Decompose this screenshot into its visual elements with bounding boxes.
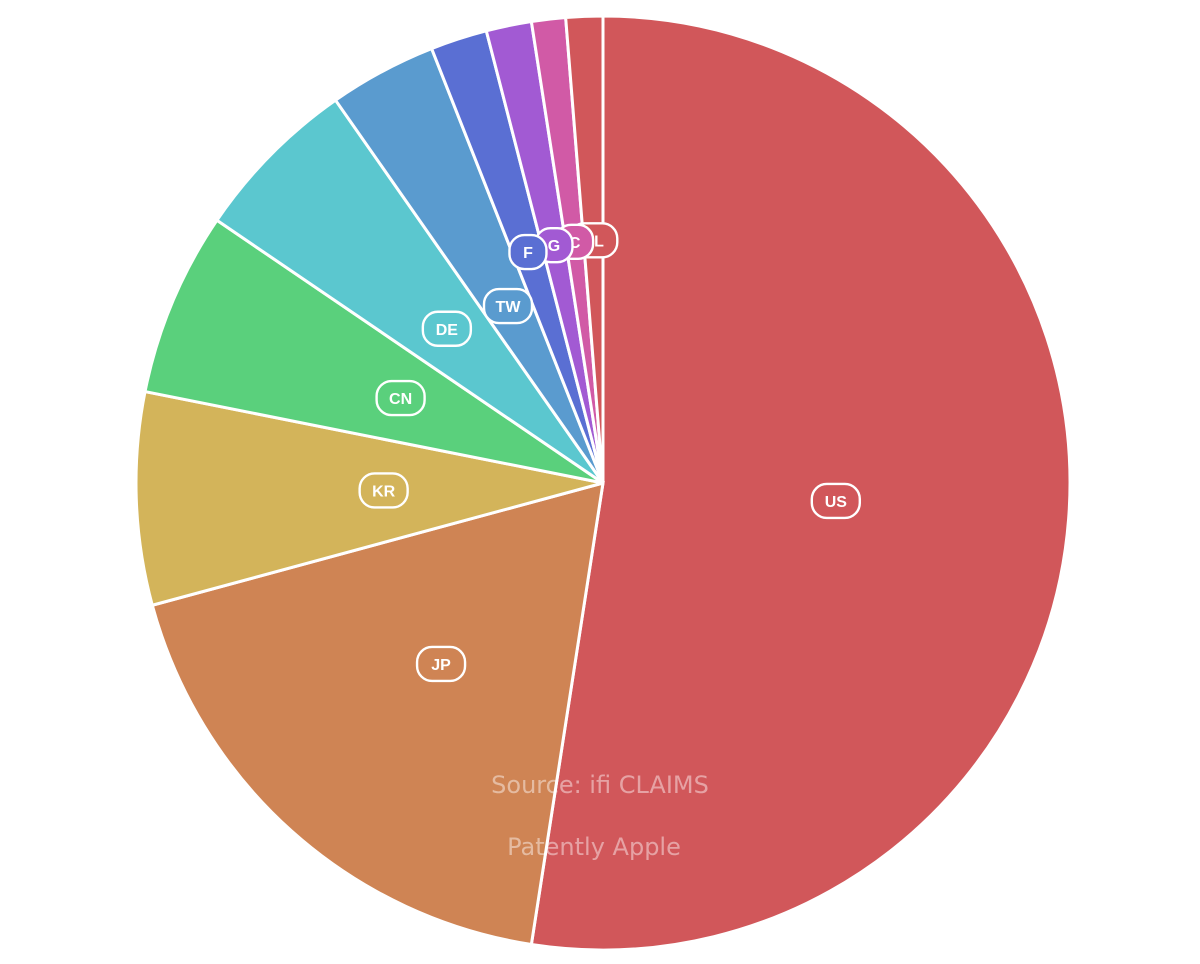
pie-label-text: KR	[372, 483, 396, 500]
pie-label-text: US	[825, 494, 848, 511]
pie-slices	[134, 14, 1072, 952]
pie-label-badge	[482, 287, 534, 325]
pie-slice-us	[529, 14, 1072, 952]
credit-watermark: Patently Apple	[507, 833, 681, 861]
pie-label-jp: JP	[415, 645, 467, 683]
pie-label-text: G	[548, 238, 560, 255]
source-watermark: Source: ifi CLAIMS	[491, 771, 709, 799]
pie-slice-cn	[143, 218, 604, 485]
pie-label-cn: CN	[375, 379, 426, 417]
pie-label-badge	[415, 645, 467, 683]
pie-slice-de	[214, 98, 605, 485]
pie-label-f: F	[508, 233, 548, 271]
pie-slice-jp	[150, 480, 605, 947]
pie-label-badge	[810, 482, 862, 520]
pie-label-badge	[358, 472, 409, 509]
pie-label-badge	[421, 310, 473, 347]
pie-label-us: US	[810, 482, 862, 520]
pie-label-text: F	[523, 245, 533, 262]
pie-label-badge	[508, 233, 548, 271]
pie-label-de: DE	[421, 310, 473, 347]
pie-label-kr: KR	[358, 472, 409, 509]
pie-label-text: DE	[436, 322, 459, 339]
pie-labels: NLCGFTWDECNKRJPUS	[358, 222, 862, 683]
pie-label-text: JP	[431, 657, 451, 674]
pie-label-tw: TW	[482, 287, 534, 325]
pie-label-badge	[375, 379, 426, 417]
pie-label-text: TW	[496, 299, 522, 316]
pie-label-text: CN	[389, 391, 412, 408]
